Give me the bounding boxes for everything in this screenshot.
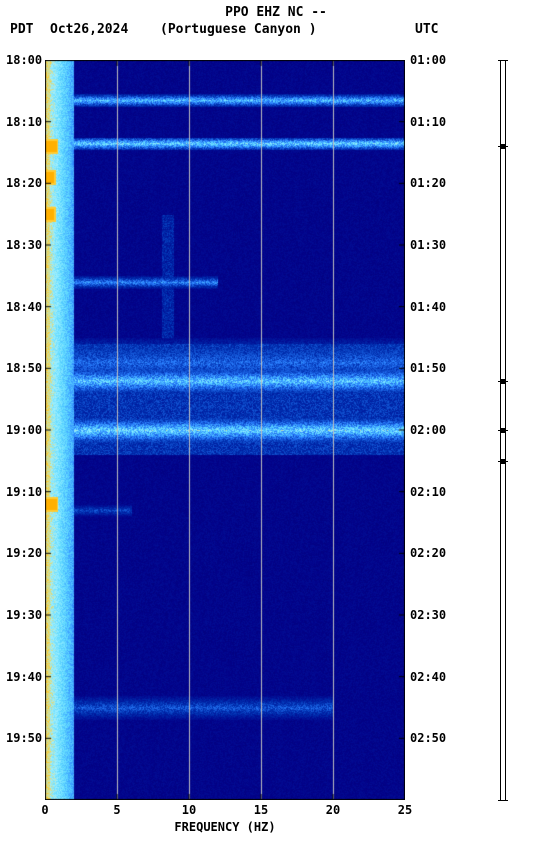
ytick-left: 18:30 xyxy=(6,238,46,252)
xtick: 20 xyxy=(326,803,340,817)
ytick-right: 02:40 xyxy=(410,670,455,684)
utc-label: UTC xyxy=(415,22,438,37)
ytick-right: 01:40 xyxy=(410,300,455,314)
ytick-left: 19:30 xyxy=(6,608,46,622)
ytick-left: 19:00 xyxy=(6,423,46,437)
date-label: Oct26,2024 xyxy=(50,22,128,37)
ytick-left: 18:50 xyxy=(6,361,46,375)
ytick-left: 18:40 xyxy=(6,300,46,314)
ytick-right: 01:30 xyxy=(410,238,455,252)
ytick-left: 18:10 xyxy=(6,115,46,129)
xtick: 5 xyxy=(113,803,120,817)
ytick-right: 02:10 xyxy=(410,485,455,499)
x-axis-label: FREQUENCY (HZ) xyxy=(45,820,405,834)
ytick-left: 18:20 xyxy=(6,176,46,190)
ytick-left: 18:00 xyxy=(6,53,46,67)
event-sidebar xyxy=(500,60,506,800)
spectrogram-plot xyxy=(45,60,405,800)
ytick-left: 19:20 xyxy=(6,546,46,560)
ytick-right: 01:50 xyxy=(410,361,455,375)
xtick: 15 xyxy=(254,803,268,817)
xtick: 10 xyxy=(182,803,196,817)
chart-title: PPO EHZ NC -- xyxy=(0,5,552,20)
ytick-right: 02:00 xyxy=(410,423,455,437)
ytick-right: 01:10 xyxy=(410,115,455,129)
ytick-right: 02:20 xyxy=(410,546,455,560)
xtick: 0 xyxy=(41,803,48,817)
ytick-right: 02:50 xyxy=(410,731,455,745)
ytick-right: 01:00 xyxy=(410,53,455,67)
ytick-left: 19:40 xyxy=(6,670,46,684)
ytick-left: 19:10 xyxy=(6,485,46,499)
ytick-left: 19:50 xyxy=(6,731,46,745)
spectrogram-canvas xyxy=(45,60,405,800)
station-label: (Portuguese Canyon ) xyxy=(160,22,317,37)
ytick-right: 01:20 xyxy=(410,176,455,190)
pdt-label: PDT xyxy=(10,22,33,37)
xtick: 25 xyxy=(398,803,412,817)
ytick-right: 02:30 xyxy=(410,608,455,622)
